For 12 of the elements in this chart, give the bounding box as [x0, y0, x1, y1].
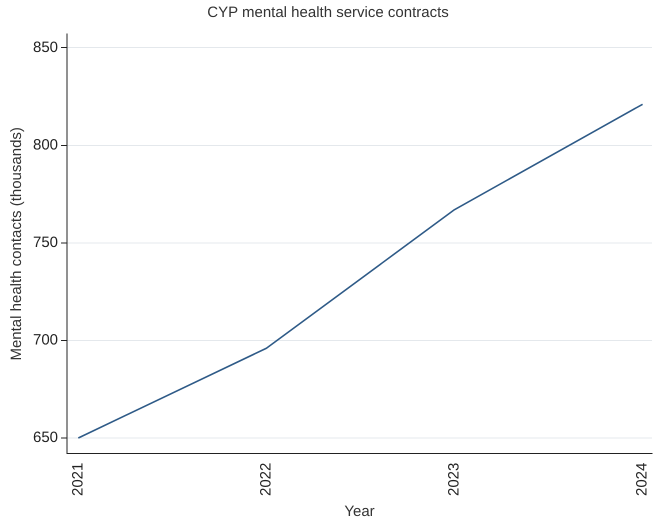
x-tick-label: 2023 — [446, 462, 463, 496]
x-axis-title: Year — [344, 503, 375, 520]
y-tick-label: 700 — [32, 332, 58, 349]
chart-title: CYP mental health service contracts — [207, 4, 449, 22]
y-tick-label: 800 — [32, 136, 58, 154]
y-tick-label: 850 — [32, 38, 58, 56]
y-tick-label: 650 — [32, 429, 58, 446]
x-tick-label: 2022 — [258, 462, 275, 496]
x-tick-label: 2024 — [634, 462, 651, 496]
x-tick-label: 2021 — [69, 462, 86, 496]
y-axis-title: Mental health contacts (thousands) — [8, 127, 26, 361]
y-tick-label: 750 — [32, 234, 58, 251]
